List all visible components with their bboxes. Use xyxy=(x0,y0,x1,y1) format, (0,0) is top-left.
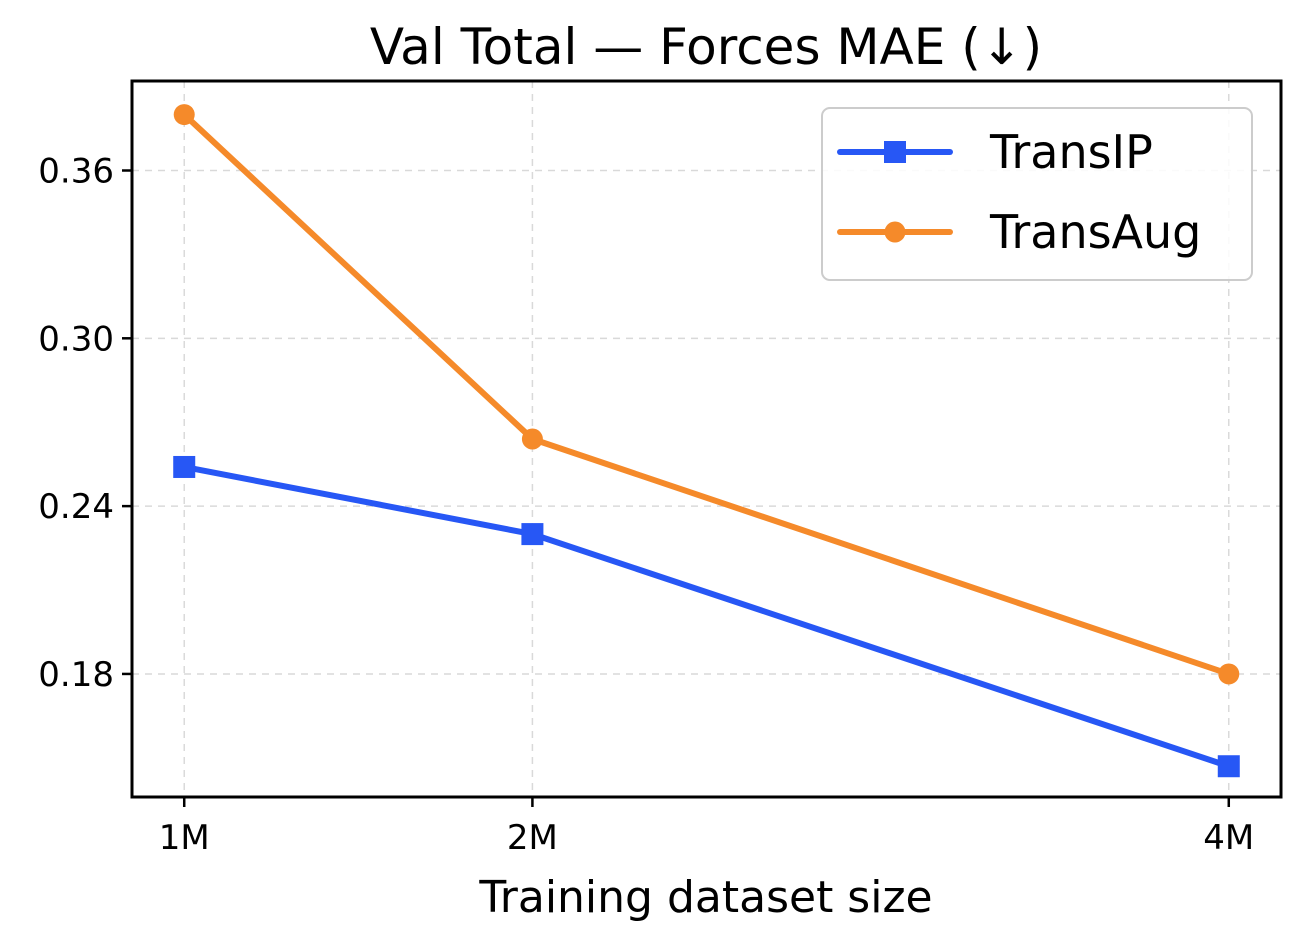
legend-label: TransIP xyxy=(989,125,1153,179)
series-transaug xyxy=(173,104,1240,685)
plot-frame xyxy=(130,79,1283,799)
data-point-transaug xyxy=(173,104,195,126)
series-layer xyxy=(173,104,1240,778)
data-point-transip xyxy=(1217,755,1240,778)
legend: TransIP TransAug xyxy=(821,107,1253,281)
legend-item-transaug: TransAug xyxy=(837,205,1201,259)
chart-title: Val Total — Forces MAE (↓) xyxy=(370,18,1042,76)
y-tick-label: 0.36 xyxy=(38,152,114,192)
data-point-transip xyxy=(173,455,196,478)
data-point-transip xyxy=(521,523,544,546)
legend-swatch-marker xyxy=(884,221,906,243)
x-tick-label: 2M xyxy=(507,818,558,858)
legend-label: TransAug xyxy=(989,205,1201,259)
y-tick-label: 0.18 xyxy=(38,655,114,695)
series-transip xyxy=(173,455,1240,778)
y-tick-label: 0.24 xyxy=(38,487,114,527)
x-tick-label: 1M xyxy=(159,818,210,858)
y-tick-label: 0.30 xyxy=(38,319,114,359)
legend-swatch-marker xyxy=(884,141,906,163)
x-tick-label: 4M xyxy=(1203,818,1254,858)
series-line-transip xyxy=(181,463,1232,770)
x-axis-label: Training dataset size xyxy=(478,872,932,923)
legend-item-transip: TransIP xyxy=(837,125,1153,179)
data-point-transaug xyxy=(521,428,543,450)
data-point-transaug xyxy=(1218,663,1240,685)
tick-layer: 1M 2M 4M 0.18 0.24 0.30 0.36 xyxy=(38,152,1254,859)
